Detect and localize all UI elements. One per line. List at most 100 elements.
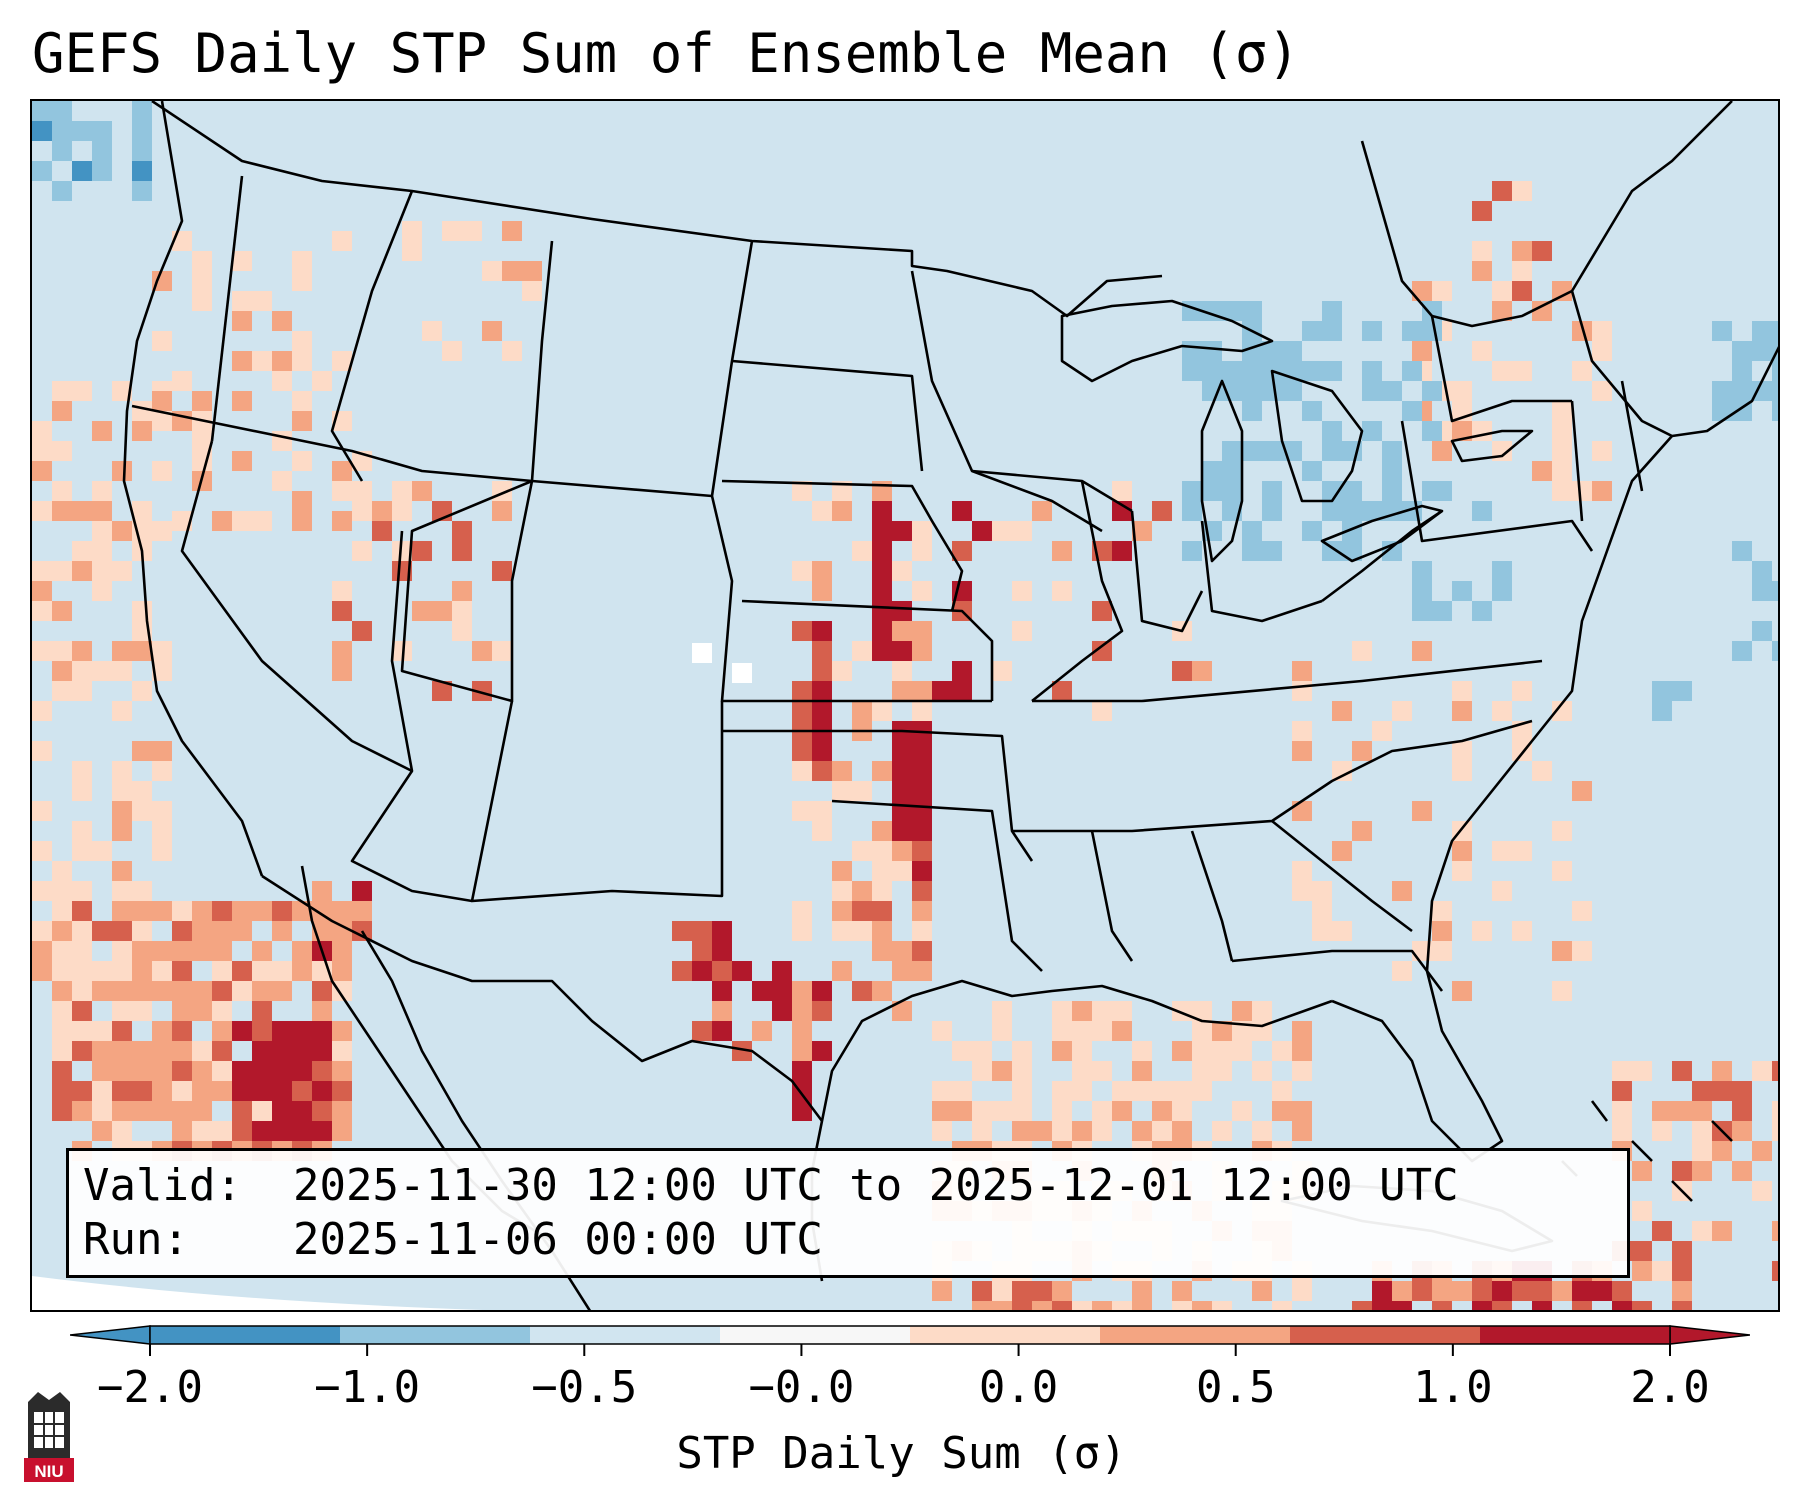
anomaly-cell (892, 941, 912, 961)
anomaly-cell (872, 921, 892, 941)
anomaly-cell (32, 801, 52, 821)
anomaly-cell (1312, 901, 1332, 921)
anomaly-cell (192, 251, 212, 271)
anomaly-cell (1222, 461, 1242, 481)
anomaly-cell (1292, 741, 1312, 761)
validity-box: Valid: 2025-11-30 12:00 UTC to 2025-12-01… (66, 1148, 1630, 1278)
anomaly-cell (892, 661, 912, 681)
anomaly-cell (412, 481, 432, 501)
anomaly-cell (1472, 921, 1492, 941)
anomaly-cell (172, 961, 192, 981)
anomaly-cell (812, 661, 832, 681)
anomaly-cell (1572, 901, 1592, 921)
anomaly-cell (732, 663, 752, 683)
anomaly-cell (732, 1041, 752, 1061)
anomaly-cell (712, 1021, 732, 1041)
anomaly-cell (1712, 381, 1732, 401)
anomaly-cell (1292, 1121, 1312, 1141)
anomaly-cell (1552, 281, 1572, 301)
anomaly-cell (32, 881, 52, 901)
anomaly-cell (212, 1021, 232, 1041)
anomaly-cell (872, 501, 892, 521)
anomaly-cells (32, 101, 1778, 1310)
anomaly-cell (1732, 401, 1752, 421)
anomaly-cell (72, 761, 92, 781)
anomaly-cell (352, 881, 372, 901)
anomaly-cell (232, 981, 252, 1001)
anomaly-cell (232, 1061, 252, 1081)
anomaly-cell (1352, 741, 1372, 761)
map-panel (30, 99, 1780, 1312)
anomaly-cell (1092, 1121, 1112, 1141)
anomaly-cell (1192, 661, 1212, 681)
anomaly-cell (792, 761, 812, 781)
anomaly-cell (252, 1041, 272, 1061)
anomaly-cell (32, 161, 52, 181)
colorbar-extend-min (70, 1325, 151, 1345)
anomaly-cell (1012, 621, 1032, 641)
anomaly-cell (1252, 1061, 1272, 1081)
anomaly-cell (1572, 361, 1592, 381)
anomaly-cell (892, 821, 912, 841)
anomaly-cell (992, 661, 1012, 681)
anomaly-cell (792, 701, 812, 721)
anomaly-cell (312, 981, 332, 1001)
anomaly-cell (1732, 541, 1752, 561)
anomaly-cell (992, 1021, 1012, 1041)
anomaly-cell (952, 1081, 972, 1101)
anomaly-cell (792, 801, 812, 821)
anomaly-cell (1312, 881, 1332, 901)
anomaly-cell (72, 541, 92, 561)
anomaly-cell (352, 541, 372, 561)
anomaly-cell (172, 511, 192, 531)
lake-superior (1060, 299, 1274, 383)
anomaly-cell (1232, 1101, 1252, 1121)
anomaly-cell (232, 901, 252, 921)
anomaly-cell (1652, 1121, 1672, 1141)
anomaly-cell (452, 621, 472, 641)
anomaly-cell (392, 541, 412, 561)
anomaly-cell (692, 941, 712, 961)
anomaly-cell (192, 431, 212, 451)
anomaly-cell (92, 1101, 112, 1121)
anomaly-cell (1312, 921, 1332, 941)
anomaly-cell (332, 1121, 352, 1141)
anomaly-cell (1432, 1301, 1452, 1310)
anomaly-cell (1362, 501, 1382, 521)
anomaly-cell (1572, 1281, 1592, 1301)
anomaly-cell (1092, 1021, 1112, 1041)
us-west-coast (122, 101, 264, 877)
anomaly-cell (1552, 1281, 1572, 1301)
anomaly-cell (72, 881, 92, 901)
anomaly-cell (312, 881, 332, 901)
anomaly-cell (792, 1021, 812, 1041)
anomaly-cell (1352, 821, 1372, 841)
anomaly-cell (1512, 241, 1532, 261)
anomaly-cell (1332, 841, 1352, 861)
anomaly-cell (912, 941, 932, 961)
anomaly-cell (402, 221, 422, 241)
anomaly-cell (132, 101, 152, 121)
anomaly-cell (932, 1121, 952, 1141)
anomaly-cell (272, 311, 292, 331)
anomaly-cell (1212, 1121, 1232, 1141)
anomaly-cell (52, 441, 72, 461)
anomaly-cell (1712, 401, 1732, 421)
valid-label: Valid: (83, 1160, 242, 1211)
anomaly-cell (52, 181, 72, 201)
anomaly-cell (1382, 461, 1402, 481)
anomaly-cell (192, 921, 212, 941)
anomaly-cell (132, 1061, 152, 1081)
anomaly-cell (1352, 641, 1372, 661)
anomaly-cell (1322, 321, 1342, 341)
anomaly-cell (152, 741, 172, 761)
anomaly-cell (52, 661, 72, 681)
anomaly-cell (1212, 1061, 1232, 1081)
anomaly-cell (92, 921, 112, 941)
colorbar-tick-label: −0.5 (531, 1362, 638, 1413)
anomaly-cell (192, 271, 212, 291)
anomaly-cell (332, 941, 352, 961)
anomaly-cell (1732, 1121, 1752, 1141)
anomaly-cell (92, 561, 112, 581)
anomaly-cell (502, 221, 522, 241)
